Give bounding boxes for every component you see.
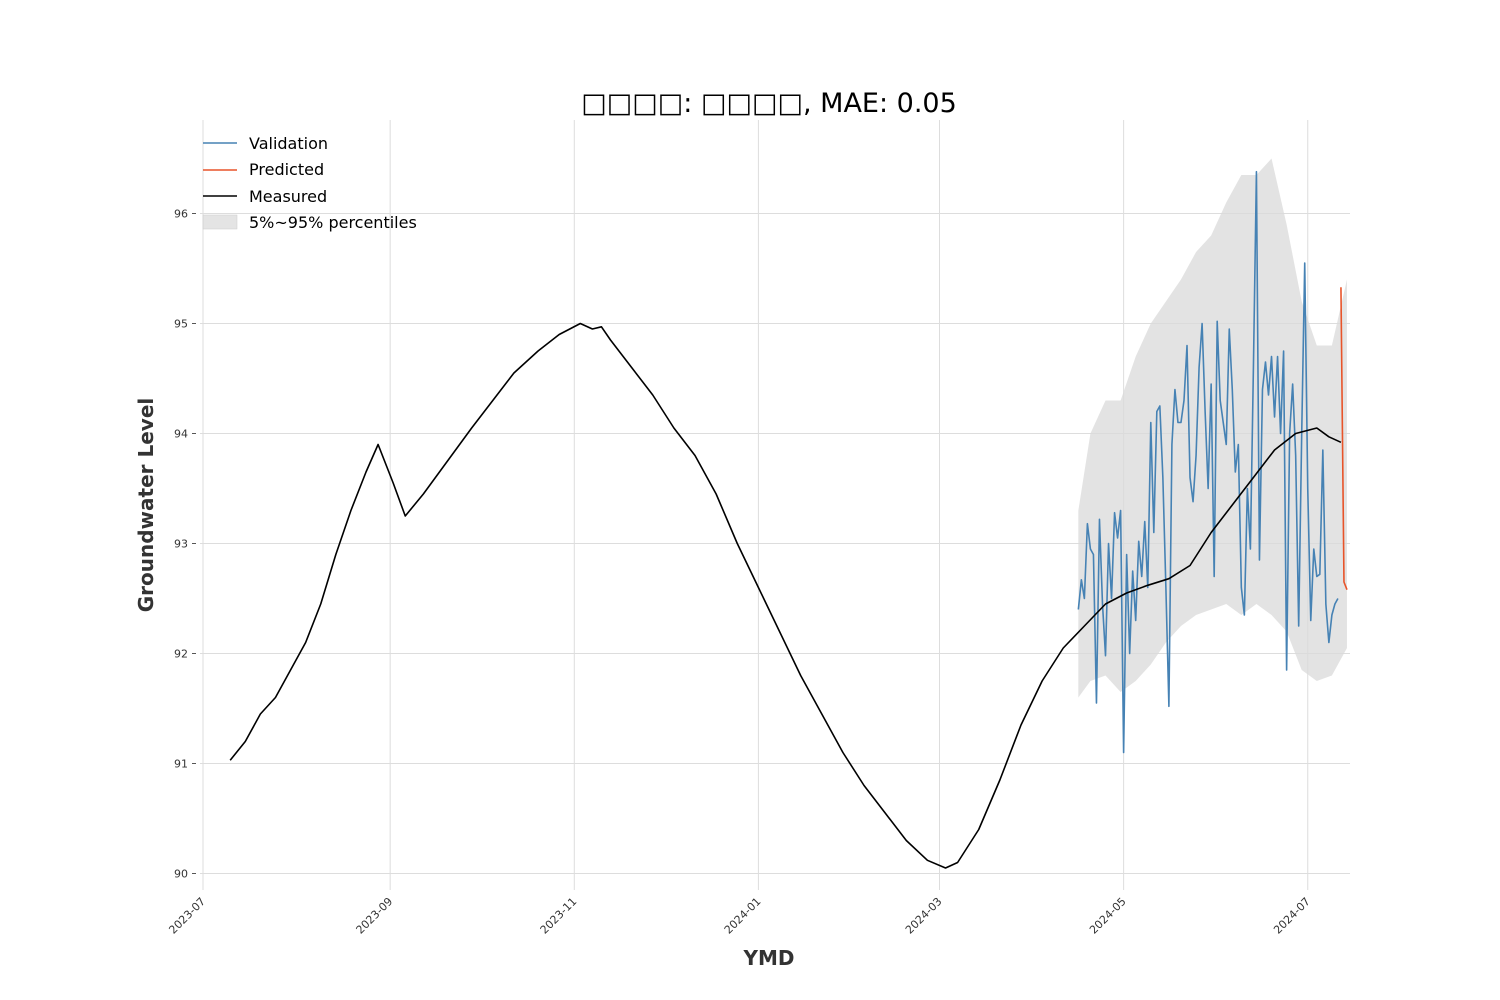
y-tick-label: 96 <box>174 208 188 221</box>
y-axis-label: Groundwater Level <box>134 398 158 613</box>
y-tick-label: 93 <box>174 538 188 551</box>
percentile-band <box>1078 158 1347 698</box>
y-axis-ticks: 90 91 92 93 94 95 96 <box>174 208 196 881</box>
legend-label-percentiles: 5%~95% percentiles <box>249 213 417 232</box>
legend: Validation Predicted Measured 5%~95% per… <box>202 134 417 232</box>
y-tick-label: 90 <box>174 868 188 881</box>
x-tick-label: 2024-03 <box>903 895 945 937</box>
y-tick-label: 95 <box>174 318 188 331</box>
y-tick-label: 94 <box>174 428 188 441</box>
x-tick-label: 2024-01 <box>722 895 764 937</box>
x-tick-label: 2023-11 <box>538 895 580 937</box>
x-axis-ticks: 2023-07 2023-09 2023-11 2024-01 2024-03 2024-… <box>166 895 1312 937</box>
legend-label-validation: Validation <box>249 134 328 153</box>
x-axis-label: YMD <box>743 946 795 970</box>
series-line-measured <box>229 322 1342 869</box>
series-layer <box>229 170 1348 869</box>
legend-label-predicted: Predicted <box>249 160 324 179</box>
x-tick-label: 2024-07 <box>1271 895 1313 937</box>
x-tick-label: 2023-09 <box>354 895 396 937</box>
legend-label-measured: Measured <box>249 187 327 206</box>
chart-title: □□□□: □□□□, MAE: 0.05 <box>581 88 957 119</box>
percentile-band-layer <box>1078 158 1347 698</box>
x-tick-label: 2024-05 <box>1087 895 1129 937</box>
y-tick-label: 92 <box>174 648 188 661</box>
y-tick-label: 91 <box>174 758 188 771</box>
series-line-validation <box>1077 170 1339 754</box>
legend-swatch-percentiles <box>202 214 238 230</box>
series-line-predicted <box>1340 287 1348 590</box>
x-tick-label: 2023-07 <box>166 895 208 937</box>
